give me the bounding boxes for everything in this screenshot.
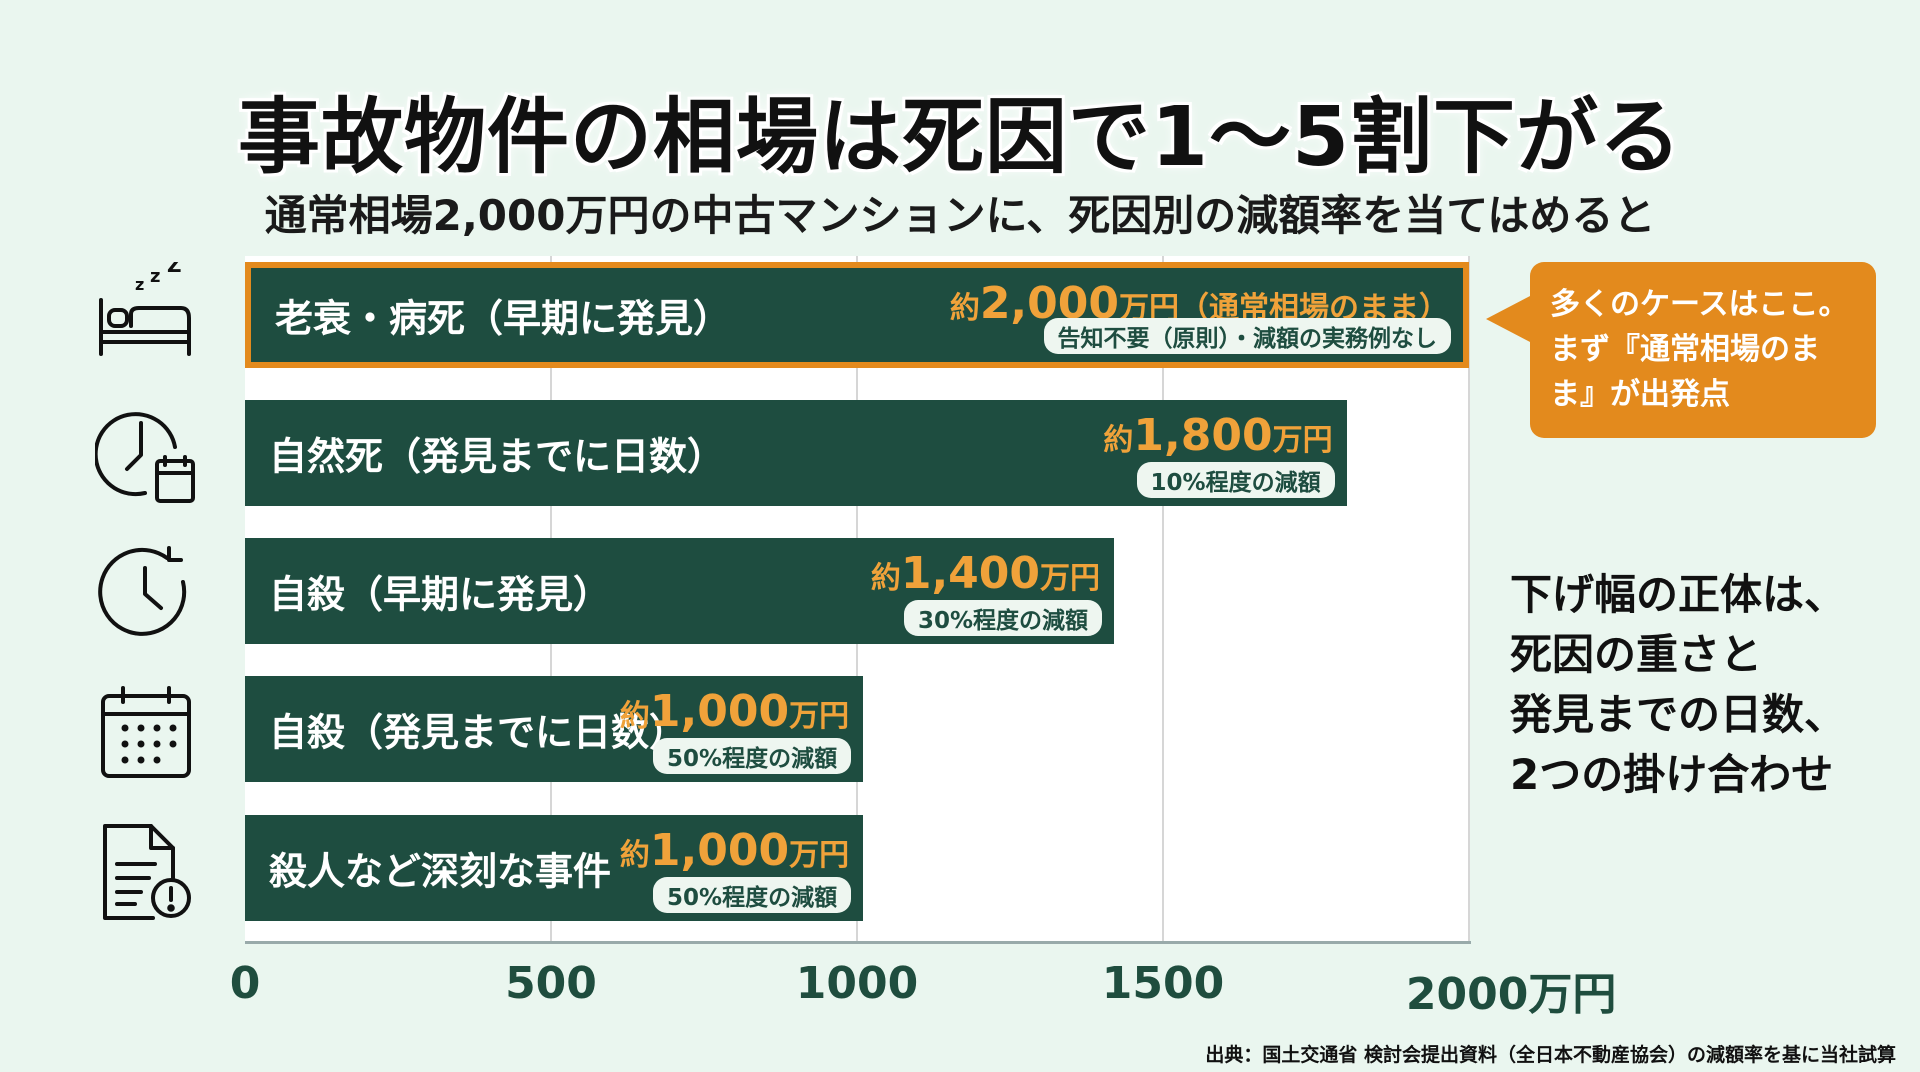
bar-note-badge: 50%程度の減額 <box>653 877 852 913</box>
grid-line <box>1162 256 1164 941</box>
side-note: 下げ幅の正体は、 死因の重さと 発見までの日数、 2つの掛け合わせ <box>1510 565 1910 805</box>
grid-line <box>1468 256 1470 941</box>
svg-text:z: z <box>135 275 144 294</box>
x-tick-label: 0 <box>229 958 261 1009</box>
page-subtitle: 通常相場2,000万円の中古マンションに、死因別の減額率を当てはめると <box>264 191 1656 240</box>
calendar-icon <box>101 686 191 778</box>
bar: 老衰・病死（早期に発見） 約2,000万円（通常相場のまま） 告知不要（原則）・減額… <box>245 262 1469 368</box>
document-alert-icon <box>103 824 191 920</box>
x-tick-label: 2000万円 <box>1405 969 1617 1020</box>
page-title: 事故物件の相場は死因で1～5割下がる <box>237 90 1683 185</box>
x-tick-label: 500 <box>505 958 597 1009</box>
bar-value-label: 約1,400万円 <box>870 548 1101 599</box>
bar: 自殺（発見までに日数） 約1,000万円 50%程度の減額 <box>245 676 864 782</box>
x-tick-label: 1000 <box>795 958 919 1009</box>
bar-value-label: 約1,000万円 <box>619 686 850 737</box>
x-tick-label: 1500 <box>1101 958 1225 1009</box>
bar: 自然死（発見までに日数） 約1,800万円 10%程度の減額 <box>245 400 1347 506</box>
bar-note-badge: 告知不要（原則）・減額の実務例なし <box>1043 318 1451 354</box>
side-note-line: 死因の重さと <box>1510 630 1763 679</box>
bar-category-label: 自殺（早期に発見） <box>269 572 612 617</box>
bar-note-badge: 50%程度の減額 <box>653 738 852 774</box>
side-note-line: 下げ幅の正体は、 <box>1510 570 1847 619</box>
source-note: 出典：国土交通省 検討会提出資料（全日本不動産協会）の減額率を基に当社試算 <box>1205 1044 1896 1066</box>
callout-pointer <box>1486 295 1532 343</box>
callout-line: ま』が出発点 <box>1550 377 1730 412</box>
x-axis-line <box>245 941 1471 944</box>
bar-value-label: 約1,800万円 <box>1103 410 1333 461</box>
svg-text:Z: Z <box>167 262 182 277</box>
callout-box: 多くのケースはここ。 まず『通常相場のま ま』が出発点 <box>1530 262 1876 438</box>
bar-value-label: 約1,000万円 <box>619 825 850 876</box>
bar: 殺人など深刻な事件 約1,000万円 50%程度の減額 <box>245 815 864 921</box>
bar-category-label: 殺人など深刻な事件 <box>269 849 612 894</box>
callout-line: 多くのケースはここ。 <box>1550 287 1849 322</box>
bar-category-label: 老衰・病死（早期に発見） <box>275 296 732 341</box>
clock-rotate-icon <box>98 546 187 636</box>
bar-note-badge: 30%程度の減額 <box>903 600 1103 636</box>
bar-category-label: 自殺（発見までに日数） <box>269 710 688 755</box>
bar: 自殺（早期に発見） 約1,400万円 30%程度の減額 <box>245 538 1115 644</box>
bar-category-label: 自然死（発見までに日数） <box>269 434 726 479</box>
side-note-line: 発見までの日数、 <box>1510 690 1847 739</box>
svg-text:z: z <box>150 266 160 287</box>
bed-sleep-icon: z z Z <box>99 262 191 356</box>
bar-note-badge: 10%程度の減額 <box>1136 462 1335 498</box>
callout-line: まず『通常相場のま <box>1550 332 1820 367</box>
clock-calendar-icon <box>95 412 195 503</box>
side-note-line: 2つの掛け合わせ <box>1510 750 1834 799</box>
